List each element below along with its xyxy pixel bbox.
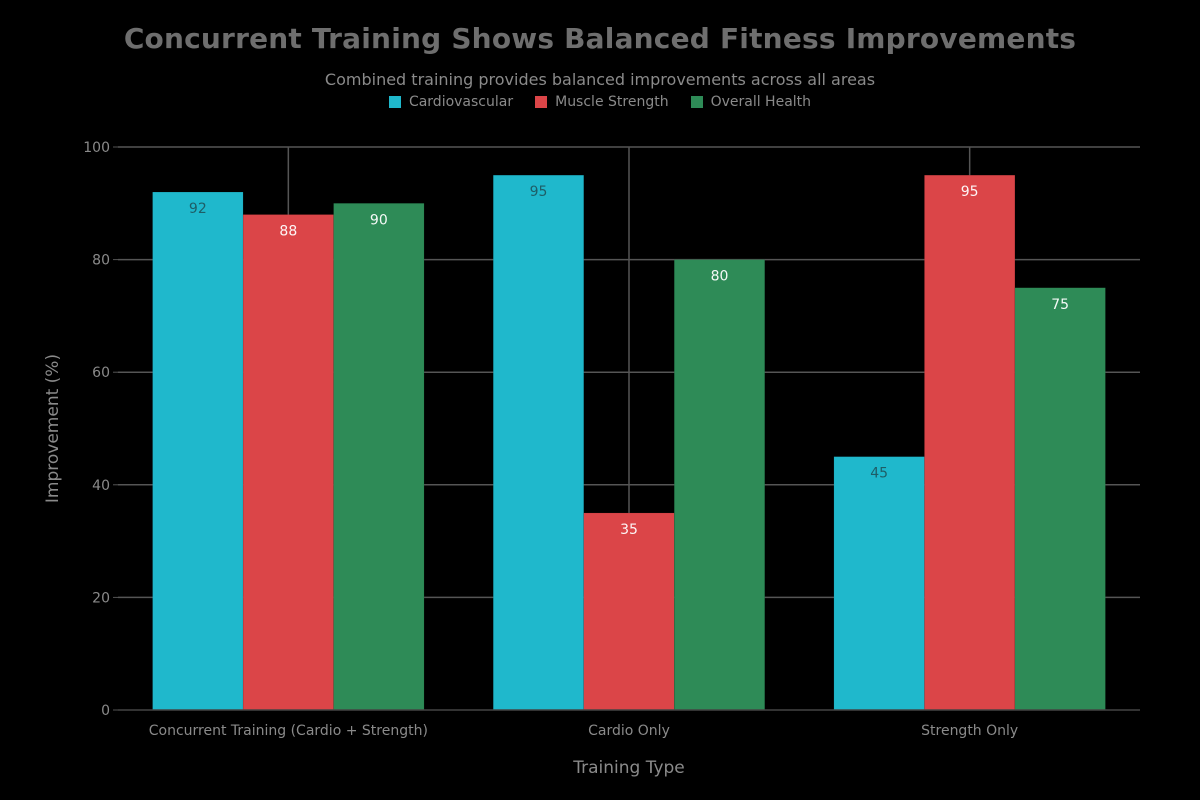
bar-overall-health-strength-only bbox=[1014, 287, 1106, 711]
bar-value-label: 95 bbox=[530, 184, 548, 200]
x-tick-label: Concurrent Training (Cardio + Strength) bbox=[149, 723, 428, 739]
bar-value-label: 45 bbox=[870, 466, 888, 482]
bar-overall-health-cardio-only bbox=[674, 259, 765, 711]
bar-overall-health-concurrent-training-cardio-strength bbox=[333, 203, 425, 711]
legend-item-muscle-strength[interactable]: Muscle Strength bbox=[535, 94, 669, 110]
chart-subtitle: Combined training provides balanced impr… bbox=[324, 70, 876, 89]
bar-cardiovascular-cardio-only bbox=[493, 174, 584, 711]
y-tick-label: 20 bbox=[92, 590, 110, 606]
legend-label-muscle-strength: Muscle Strength bbox=[555, 94, 669, 110]
bar-value-label: 95 bbox=[961, 184, 979, 200]
y-tick-label: 80 bbox=[92, 253, 110, 269]
y-tick-label: 40 bbox=[92, 478, 110, 494]
bar-muscle-strength-strength-only bbox=[924, 174, 1016, 711]
legend-item-cardiovascular[interactable]: Cardiovascular bbox=[388, 94, 514, 110]
bar-muscle-strength-cardio-only bbox=[583, 512, 675, 711]
bar-cardiovascular-concurrent-training-cardio-strength bbox=[152, 191, 244, 711]
legend-swatch-muscle-strength bbox=[535, 96, 548, 108]
y-axis-title: Improvement (%) bbox=[43, 354, 63, 503]
y-tick-label: 60 bbox=[92, 365, 110, 381]
x-tick-label: Cardio Only bbox=[588, 723, 670, 739]
legend-swatch-cardiovascular bbox=[388, 96, 401, 108]
bar-value-label: 92 bbox=[189, 201, 207, 217]
legend-label-overall-health: Overall Health bbox=[710, 94, 812, 110]
legend: Cardiovascular Muscle Strength Overall H… bbox=[0, 94, 1200, 110]
bar-value-label: 75 bbox=[1051, 297, 1069, 313]
y-tick-label: 100 bbox=[83, 140, 110, 156]
bar-value-label: 88 bbox=[279, 224, 297, 240]
legend-label-cardiovascular: Cardiovascular bbox=[408, 94, 514, 110]
bar-cardiovascular-strength-only bbox=[833, 456, 925, 711]
bar-value-label: 80 bbox=[711, 269, 729, 285]
legend-swatch-overall-health bbox=[690, 96, 703, 108]
bar-value-label: 90 bbox=[370, 212, 388, 228]
x-tick-label: Strength Only bbox=[921, 723, 1018, 739]
legend-item-overall-health[interactable]: Overall Health bbox=[690, 94, 812, 110]
bar-muscle-strength-concurrent-training-cardio-strength bbox=[242, 214, 334, 711]
chart-title: Concurrent Training Shows Balanced Fitne… bbox=[123, 22, 1077, 55]
bar-value-label: 35 bbox=[620, 522, 638, 538]
y-tick-label: 0 bbox=[101, 703, 110, 719]
x-axis-title: Training Type bbox=[572, 758, 685, 778]
